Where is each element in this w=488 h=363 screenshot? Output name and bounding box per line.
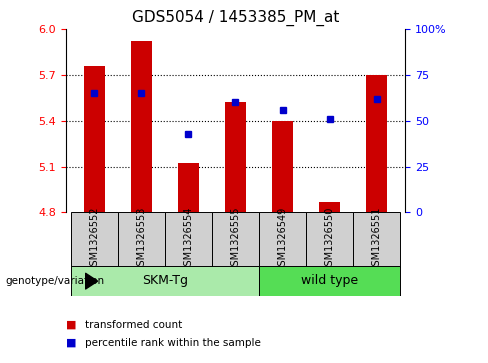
Title: GDS5054 / 1453385_PM_at: GDS5054 / 1453385_PM_at <box>132 10 339 26</box>
Polygon shape <box>85 273 98 289</box>
Text: ■: ■ <box>66 338 77 348</box>
Bar <box>165 212 212 267</box>
Bar <box>131 41 152 212</box>
Text: GSM1326552: GSM1326552 <box>89 207 99 272</box>
Bar <box>353 212 400 267</box>
Text: GSM1326555: GSM1326555 <box>230 207 241 272</box>
Bar <box>259 212 306 267</box>
Text: SKM-Tg: SKM-Tg <box>142 274 188 287</box>
Bar <box>306 212 353 267</box>
Text: GSM1326553: GSM1326553 <box>136 207 146 272</box>
Text: GSM1326554: GSM1326554 <box>183 207 193 272</box>
Bar <box>272 121 293 212</box>
Bar <box>71 212 118 267</box>
Bar <box>71 266 259 296</box>
Text: transformed count: transformed count <box>85 320 183 330</box>
Text: ■: ■ <box>66 320 77 330</box>
Text: wild type: wild type <box>301 274 358 287</box>
Text: percentile rank within the sample: percentile rank within the sample <box>85 338 261 348</box>
Bar <box>366 75 387 212</box>
Bar <box>319 202 340 212</box>
Bar <box>83 66 105 212</box>
Bar <box>212 212 259 267</box>
Bar <box>118 212 165 267</box>
Text: GSM1326549: GSM1326549 <box>278 207 287 272</box>
Text: GSM1326550: GSM1326550 <box>325 207 335 272</box>
Text: GSM1326551: GSM1326551 <box>372 207 382 272</box>
Bar <box>259 266 400 296</box>
Bar <box>225 102 246 212</box>
Text: genotype/variation: genotype/variation <box>5 276 104 286</box>
Bar <box>178 163 199 212</box>
